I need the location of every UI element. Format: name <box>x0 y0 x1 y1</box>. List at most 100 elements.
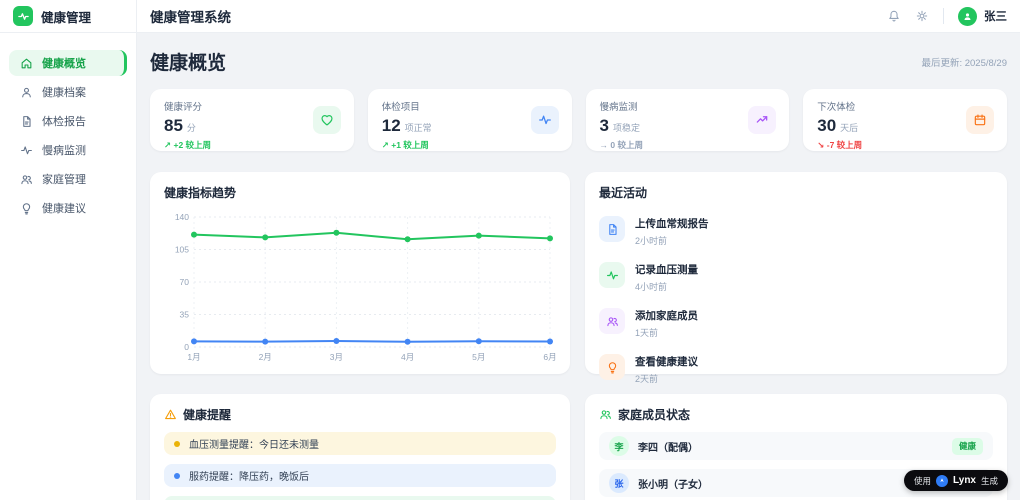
recent-activity-panel: 最近活动 上传血常规报告 2小时前 记录血压测量 4小时前 添加家庭成员 1天前 <box>585 172 1007 384</box>
sidebar: 健康概览 健康档案 体检报告 慢病监测 家庭管理 健康建议 <box>0 33 137 500</box>
family-title: 家庭成员状态 <box>618 408 691 422</box>
chart-title: 健康指标趋势 <box>164 186 237 200</box>
brand: 健康管理 <box>0 0 137 32</box>
sidebar-item-overview[interactable]: 健康概览 <box>9 50 127 76</box>
svg-text:3月: 3月 <box>330 352 343 362</box>
reminder-item-medication: 服药提醒：降压药，晚饭后 <box>164 464 556 487</box>
lynx-generator-badge[interactable]: 使用 Lynx 生成 <box>904 470 1008 491</box>
member-name: 李四（配偶） <box>638 442 698 454</box>
trend-up-icon <box>748 106 777 134</box>
reminder-item-bp: 血压测量提醒：今日还未测量 <box>164 432 556 455</box>
sidebar-item-records[interactable]: 健康档案 <box>9 79 127 105</box>
people-icon <box>599 408 612 421</box>
sidebar-item-label: 家庭管理 <box>42 174 86 186</box>
user-name: 张三 <box>984 11 1007 23</box>
svg-text:5月: 5月 <box>472 352 485 362</box>
sidebar-item-monitoring[interactable]: 慢病监测 <box>9 137 127 163</box>
home-icon <box>20 57 33 70</box>
stat-card-next-checkup: 下次体检 30 天后 ↘ -7 较上周 <box>803 89 1007 151</box>
stat-value: 30 <box>817 116 837 135</box>
sidebar-item-label: 健康建议 <box>42 203 86 215</box>
stat-card-health-score: 健康评分 85 分 ↗ +2 较上周 <box>150 89 354 151</box>
warning-icon <box>164 408 177 421</box>
stat-label: 下次体检 <box>817 102 856 113</box>
svg-text:140: 140 <box>175 212 189 222</box>
stat-unit: 天后 <box>840 123 859 133</box>
reminder-text: 服药提醒：降压药，晚饭后 <box>189 472 309 483</box>
right-arrow-icon: → <box>599 140 609 150</box>
recent-activity-title: 最近活动 <box>599 186 648 200</box>
activity-time: 2天前 <box>635 374 659 384</box>
activity-item-add-member[interactable]: 添加家庭成员 1天前 <box>599 308 993 339</box>
badge-prefix: 使用 <box>914 475 932 486</box>
sidebar-item-label: 体检报告 <box>42 116 86 128</box>
stat-trend: ↗ +1 较上周 <box>381 140 429 150</box>
lightbulb-icon <box>20 202 33 215</box>
activity-item-bp-record[interactable]: 记录血压测量 4小时前 <box>599 262 993 293</box>
sidebar-item-reports[interactable]: 体检报告 <box>9 108 127 134</box>
stat-trend: ↗ +2 较上周 <box>164 140 212 150</box>
stat-unit: 项正常 <box>404 123 432 133</box>
people-icon <box>20 173 33 186</box>
sidebar-item-advice[interactable]: 健康建议 <box>9 195 127 221</box>
member-name: 张小明（子女） <box>638 479 708 491</box>
stat-label: 健康评分 <box>164 102 203 113</box>
gear-icon[interactable] <box>915 9 929 23</box>
svg-text:6月: 6月 <box>543 352 556 362</box>
activity-item-upload-report[interactable]: 上传血常规报告 2小时前 <box>599 216 993 247</box>
member-avatar: 李 <box>609 436 629 456</box>
badge-suffix: 生成 <box>980 475 998 486</box>
reminder-item-exercise: 运动目标：今日已完成 8000 步 <box>164 496 556 500</box>
sidebar-item-label: 健康概览 <box>42 58 86 70</box>
activity-time: 1天前 <box>635 328 659 338</box>
stat-value: 12 <box>381 116 401 135</box>
stat-value: 85 <box>164 116 183 135</box>
health-reminders-panel: 健康提醒 血压测量提醒：今日还未测量 服药提醒：降压药，晚饭后 运动目标：今日已… <box>150 394 570 500</box>
activity-title: 记录血压测量 <box>635 264 698 276</box>
user-menu[interactable]: 张三 <box>958 6 1007 26</box>
bell-icon[interactable] <box>887 9 901 23</box>
reminder-text: 血压测量提醒：今日还未测量 <box>189 440 319 451</box>
sidebar-item-label: 慢病监测 <box>42 145 86 157</box>
status-dot <box>174 472 180 479</box>
activity-title: 添加家庭成员 <box>635 310 698 322</box>
stat-card-checkup-items: 体检项目 12 项正常 ↗ +1 较上周 <box>367 89 572 151</box>
trend-down-arrow-icon: ↘ <box>817 140 825 150</box>
heart-icon <box>312 106 341 134</box>
activity-time: 2小时前 <box>635 236 668 246</box>
user-avatar-icon <box>958 6 977 26</box>
document-icon <box>599 216 625 242</box>
trend-up-arrow-icon: ↗ <box>381 140 389 150</box>
stat-unit: 分 <box>186 123 196 133</box>
trend-chart-card: 健康指标趋势 1月 2月 3月 4月 5月 6月 0 35 70 105 140 <box>150 172 570 374</box>
reminders-title: 健康提醒 <box>183 408 232 422</box>
svg-text:1月: 1月 <box>187 352 200 362</box>
activity-title: 上传血常规报告 <box>635 218 709 230</box>
page-title: 健康概览 <box>150 53 227 74</box>
lynx-logo-icon <box>936 474 949 487</box>
svg-text:0: 0 <box>184 342 189 352</box>
activity-item-view-advice[interactable]: 查看健康建议 2天前 <box>599 354 993 385</box>
stat-label: 体检项目 <box>381 102 420 113</box>
stat-unit: 项稳定 <box>612 123 640 133</box>
activity-time: 4小时前 <box>635 282 668 292</box>
last-update: 最后更新: 2025/8/29 <box>921 57 1007 69</box>
pulse-icon <box>530 106 559 134</box>
member-status-badge: 健康 <box>951 437 983 455</box>
svg-text:2月: 2月 <box>259 352 272 362</box>
status-dot <box>174 440 180 447</box>
member-avatar: 张 <box>609 473 629 493</box>
sidebar-item-family[interactable]: 家庭管理 <box>9 166 127 192</box>
brand-name: 健康管理 <box>41 10 92 25</box>
trend-chart-svg: 1月 2月 3月 4月 5月 6月 0 35 70 105 140 <box>175 212 556 362</box>
family-member-row[interactable]: 李 李四（配偶） 健康 <box>599 432 993 460</box>
pulse-icon <box>599 262 625 288</box>
svg-text:4月: 4月 <box>401 352 414 362</box>
badge-brand: Lynx <box>953 475 976 486</box>
pulse-icon <box>20 144 33 157</box>
sidebar-item-label: 健康档案 <box>42 87 86 99</box>
people-icon <box>599 308 625 334</box>
main-content: 健康概览 最后更新: 2025/8/29 健康评分 85 分 ↗ +2 较上周 体… <box>137 33 1020 500</box>
stat-label: 慢病监测 <box>599 102 638 113</box>
divider <box>943 8 944 24</box>
